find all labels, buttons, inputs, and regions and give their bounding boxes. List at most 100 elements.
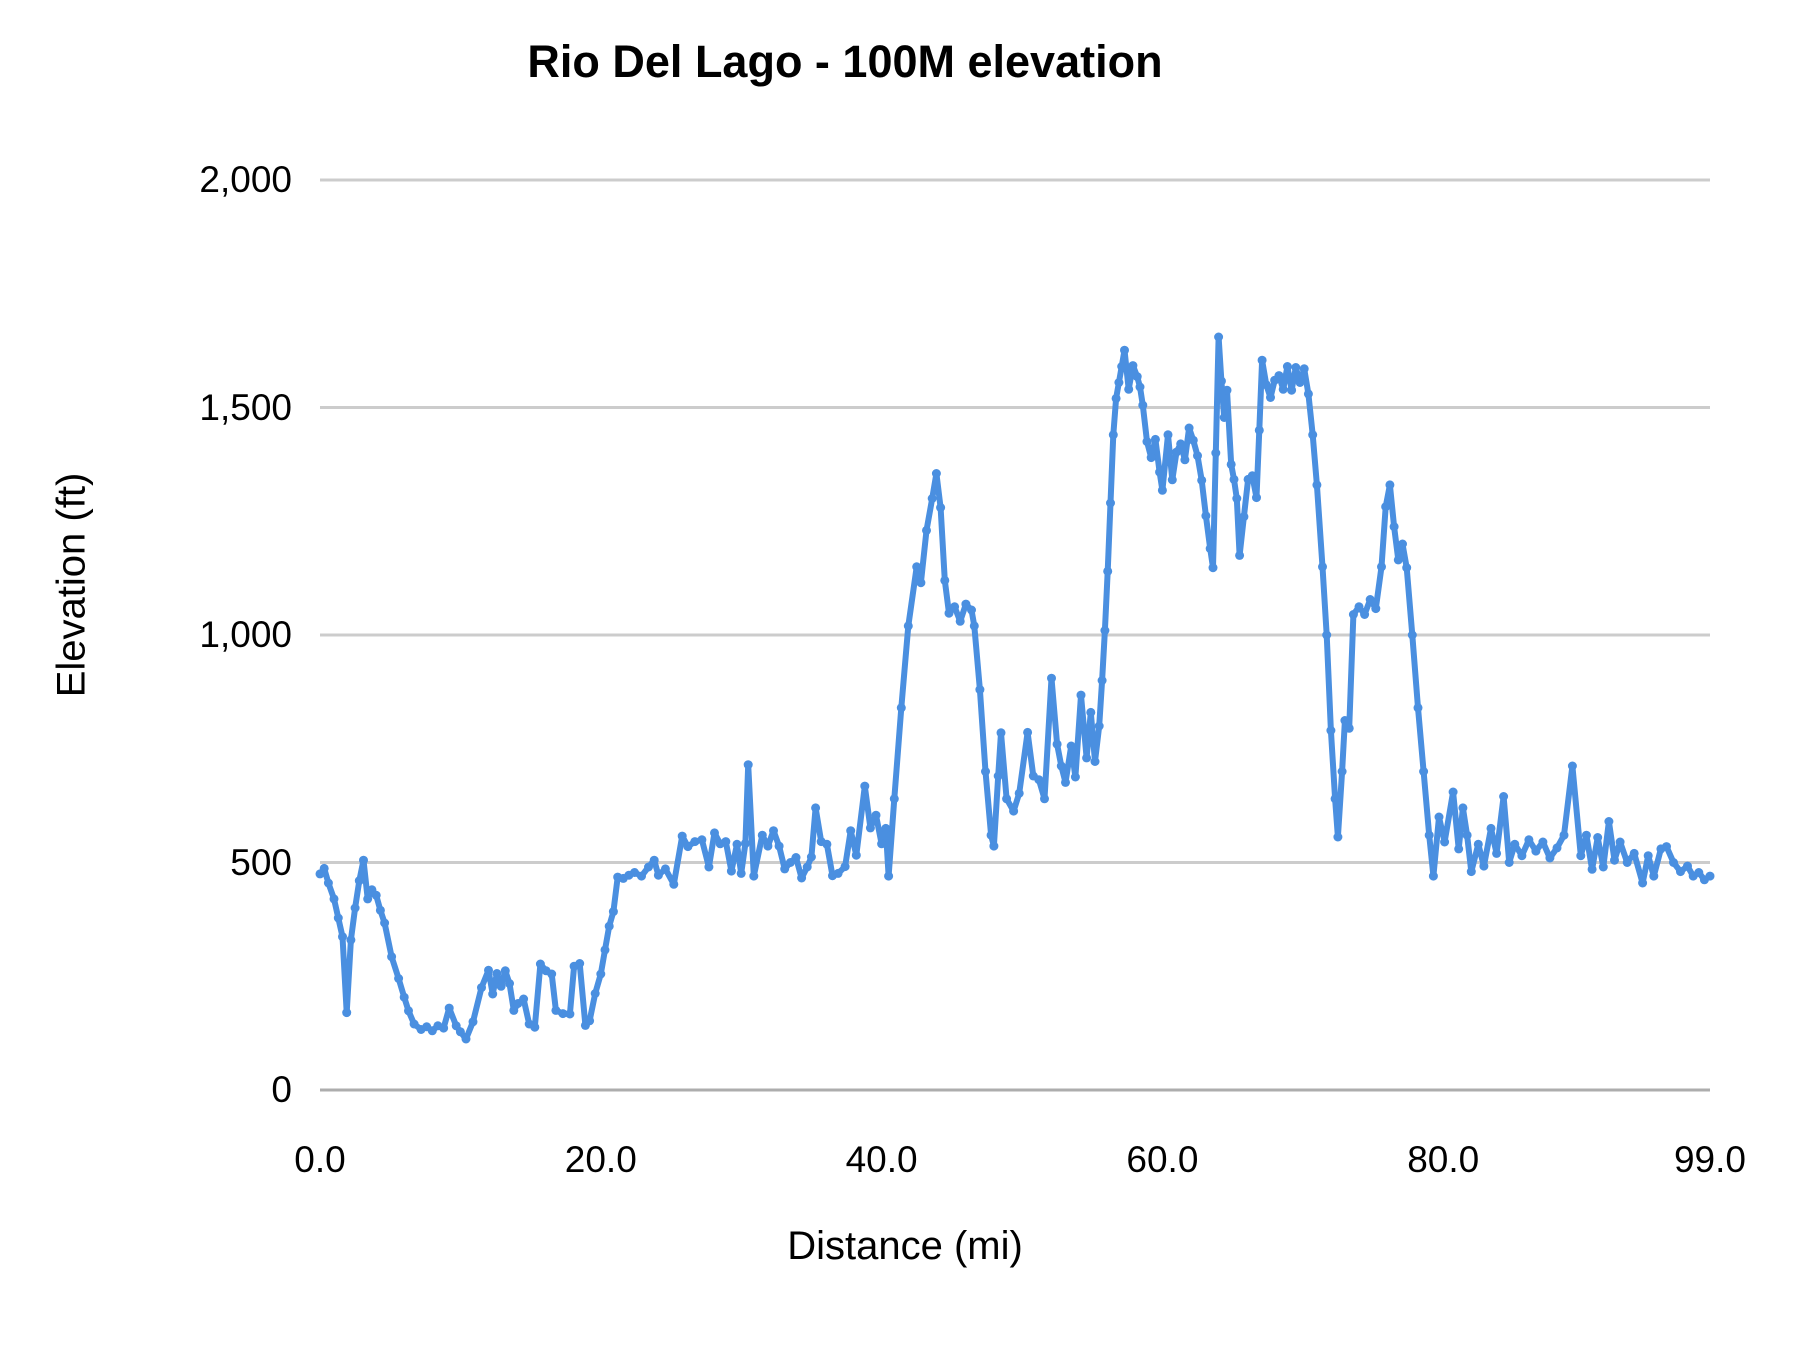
data-point-marker	[1340, 716, 1350, 725]
data-point-marker	[1615, 837, 1625, 847]
data-point-marker	[1257, 355, 1267, 365]
data-point-marker	[1492, 848, 1502, 858]
data-point-marker	[1662, 842, 1671, 852]
data-point-marker	[697, 835, 707, 845]
data-point-marker	[547, 969, 557, 979]
data-point-marker	[363, 894, 373, 904]
data-point-marker	[380, 918, 390, 928]
data-point-marker	[1047, 673, 1056, 683]
data-point-marker	[736, 868, 746, 878]
data-point-marker	[409, 1019, 419, 1029]
data-point-marker	[585, 1016, 595, 1026]
data-point-marker	[1128, 361, 1138, 371]
data-point-marker	[1333, 832, 1343, 842]
data-point-marker	[1458, 803, 1468, 813]
data-point-marker	[1100, 626, 1110, 635]
chart-title: Rio Del Lago - 100M elevation	[527, 36, 1163, 87]
data-point-marker	[477, 983, 486, 993]
data-point-marker	[1567, 761, 1577, 771]
y-axis-title: Elevation (ft)	[49, 472, 94, 698]
data-point-marker	[1531, 846, 1541, 856]
data-point-marker	[1499, 792, 1509, 801]
data-point-marker	[1009, 806, 1019, 816]
data-point-marker	[944, 608, 954, 618]
data-point-marker	[1086, 707, 1096, 717]
data-point-marker	[704, 862, 714, 872]
data-point-marker	[1066, 741, 1076, 751]
data-point-marker	[1254, 425, 1264, 435]
data-point-marker	[319, 863, 329, 873]
data-point-marker	[1282, 362, 1292, 371]
data-point-marker	[630, 868, 639, 877]
data-point-marker	[896, 703, 906, 713]
data-point-marker	[955, 616, 965, 626]
data-point-marker	[350, 903, 360, 913]
data-point-marker	[1167, 475, 1177, 485]
data-point-marker	[1517, 851, 1527, 861]
data-point-marker	[884, 871, 894, 881]
data-point-marker	[1014, 788, 1024, 798]
data-point-marker	[1114, 378, 1124, 387]
data-point-marker	[1157, 485, 1167, 495]
data-point-marker	[996, 728, 1006, 738]
data-point-marker	[683, 842, 693, 852]
data-point-marker	[535, 959, 545, 969]
data-point-marker	[1419, 767, 1429, 776]
data-point-marker	[1377, 562, 1386, 572]
data-point-marker	[989, 841, 999, 851]
data-point-marker	[961, 599, 971, 609]
data-point-marker	[1034, 775, 1044, 785]
data-point-marker	[1486, 823, 1496, 833]
data-point-marker	[1052, 739, 1062, 749]
data-point-marker	[732, 839, 742, 849]
data-point-marker	[1135, 382, 1145, 392]
data-point-marker	[637, 871, 646, 881]
data-point-marker	[1023, 727, 1033, 737]
data-point-marker	[763, 841, 773, 851]
data-point-marker	[1424, 830, 1434, 840]
data-point-marker	[1413, 703, 1423, 713]
data-point-marker	[940, 575, 950, 585]
x-tick-label: 80.0	[1407, 1139, 1480, 1180]
data-point-marker	[1683, 861, 1692, 871]
data-point-marker	[1197, 475, 1207, 485]
data-point-marker	[871, 810, 881, 820]
data-point-marker	[1002, 794, 1012, 804]
data-point-marker	[740, 838, 750, 848]
data-point-marker	[375, 905, 385, 915]
data-point-marker	[1252, 493, 1261, 503]
data-point-marker	[1205, 544, 1215, 554]
data-point-marker	[710, 828, 719, 838]
data-point-marker	[1132, 372, 1142, 382]
data-point-marker	[1208, 563, 1218, 573]
data-point-marker	[806, 852, 816, 862]
data-point-marker	[1040, 794, 1049, 804]
data-point-marker	[1090, 757, 1100, 766]
data-point-marker	[1229, 474, 1239, 484]
data-point-marker	[1318, 562, 1327, 572]
data-point-marker	[1312, 480, 1322, 490]
data-point-marker	[530, 1022, 540, 1032]
data-point-marker	[1604, 817, 1614, 826]
data-point-marker	[1056, 761, 1066, 771]
data-point-marker	[509, 1005, 519, 1015]
data-point-marker	[1360, 610, 1370, 619]
data-point-marker	[1365, 595, 1375, 604]
data-point-marker	[986, 830, 996, 840]
data-point-marker	[743, 760, 753, 770]
data-point-marker	[1610, 855, 1619, 865]
x-tick-label: 60.0	[1126, 1139, 1199, 1180]
x-axis-title: Distance (mi)	[787, 1224, 1023, 1268]
data-point-marker	[1142, 437, 1152, 447]
data-point-marker	[851, 850, 861, 860]
data-point-marker	[1226, 459, 1236, 469]
data-point-marker	[811, 803, 821, 813]
data-point-marker	[865, 823, 875, 833]
data-point-marker	[993, 771, 1003, 781]
data-point-marker	[1232, 494, 1242, 503]
data-point-marker	[1219, 413, 1229, 422]
data-point-marker	[1545, 853, 1555, 863]
data-point-marker	[791, 853, 801, 862]
data-point-marker	[468, 1017, 478, 1027]
data-point-marker	[1193, 451, 1202, 461]
